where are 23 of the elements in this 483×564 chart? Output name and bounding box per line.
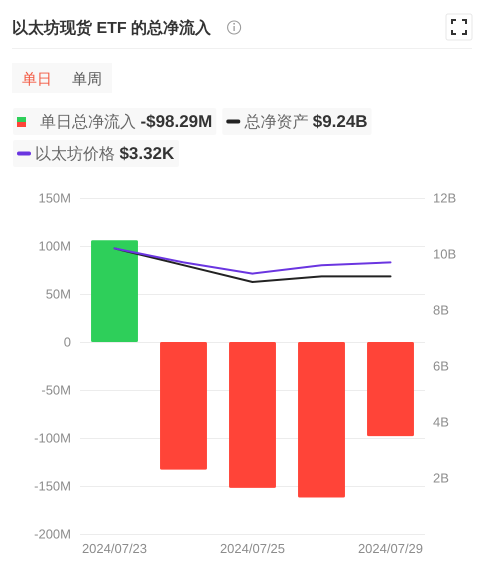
- x-tick-label: 2024/07/23: [82, 541, 148, 556]
- legend-label: 单日总净流入 -$98.29M: [40, 112, 212, 131]
- x-tick-label: 2024/07/29: [358, 541, 424, 556]
- y2-tick-label: 8B: [433, 302, 449, 318]
- y2-tick-label: 2B: [433, 470, 449, 486]
- title: 以太坊现货 ETF 的总净流入: [12, 20, 212, 37]
- y2-tick-label: 6B: [433, 358, 449, 374]
- y2-tick-label: 12B: [433, 190, 456, 206]
- y-tick-label: -50M: [41, 382, 71, 398]
- y-tick-label: -100M: [34, 430, 71, 446]
- x-tick-label: 2024/07/25: [220, 541, 286, 556]
- y-tick-label: 50M: [46, 286, 71, 302]
- legend-label: 总净资产 $9.24B: [244, 112, 368, 131]
- y-tick-label: 100M: [38, 238, 71, 254]
- y2-tick-label: 4B: [433, 414, 449, 430]
- y-tick-label: 0: [64, 334, 71, 350]
- legend-label: 以太坊价格 $3.32K: [35, 144, 174, 163]
- y-tick-label: -200M: [34, 526, 71, 542]
- y-tick-label: -150M: [34, 478, 71, 494]
- y2-tick-label: 10B: [433, 246, 456, 262]
- tab-label: 单周: [72, 71, 102, 88]
- active-tab-label: 单日: [22, 71, 52, 88]
- y-tick-label: 150M: [38, 190, 71, 206]
